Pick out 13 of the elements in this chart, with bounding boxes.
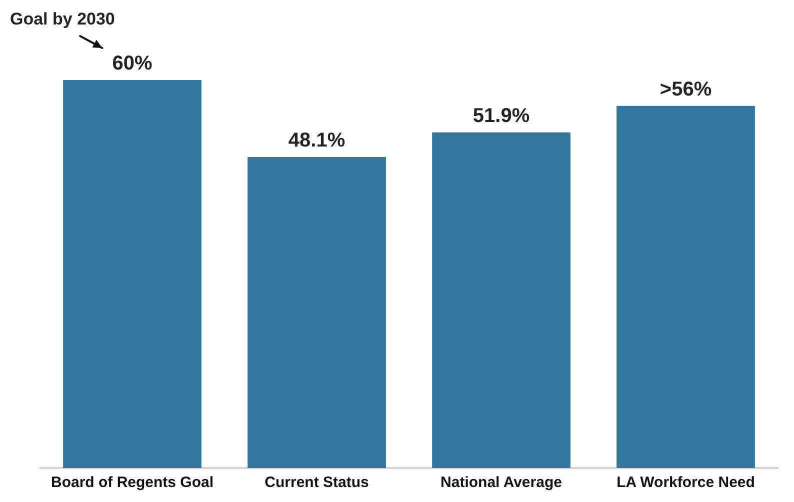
text: Goal by 2030 bbox=[10, 10, 115, 29]
data-label: 51.9% bbox=[472, 104, 530, 127]
x-tick-label: LA Workforce Need bbox=[616, 474, 755, 492]
data-label: >56% bbox=[660, 78, 712, 100]
bar bbox=[432, 132, 570, 468]
x-tick-label: Board of Regents Goal bbox=[50, 474, 214, 492]
data-label: 48.1% bbox=[288, 129, 346, 152]
bar bbox=[63, 80, 202, 468]
bar bbox=[616, 106, 755, 468]
x-tick-label: Current Status bbox=[264, 474, 369, 492]
x-tick-label: National Average bbox=[440, 474, 562, 492]
bar bbox=[248, 156, 386, 468]
data-label: 60% bbox=[112, 52, 152, 75]
